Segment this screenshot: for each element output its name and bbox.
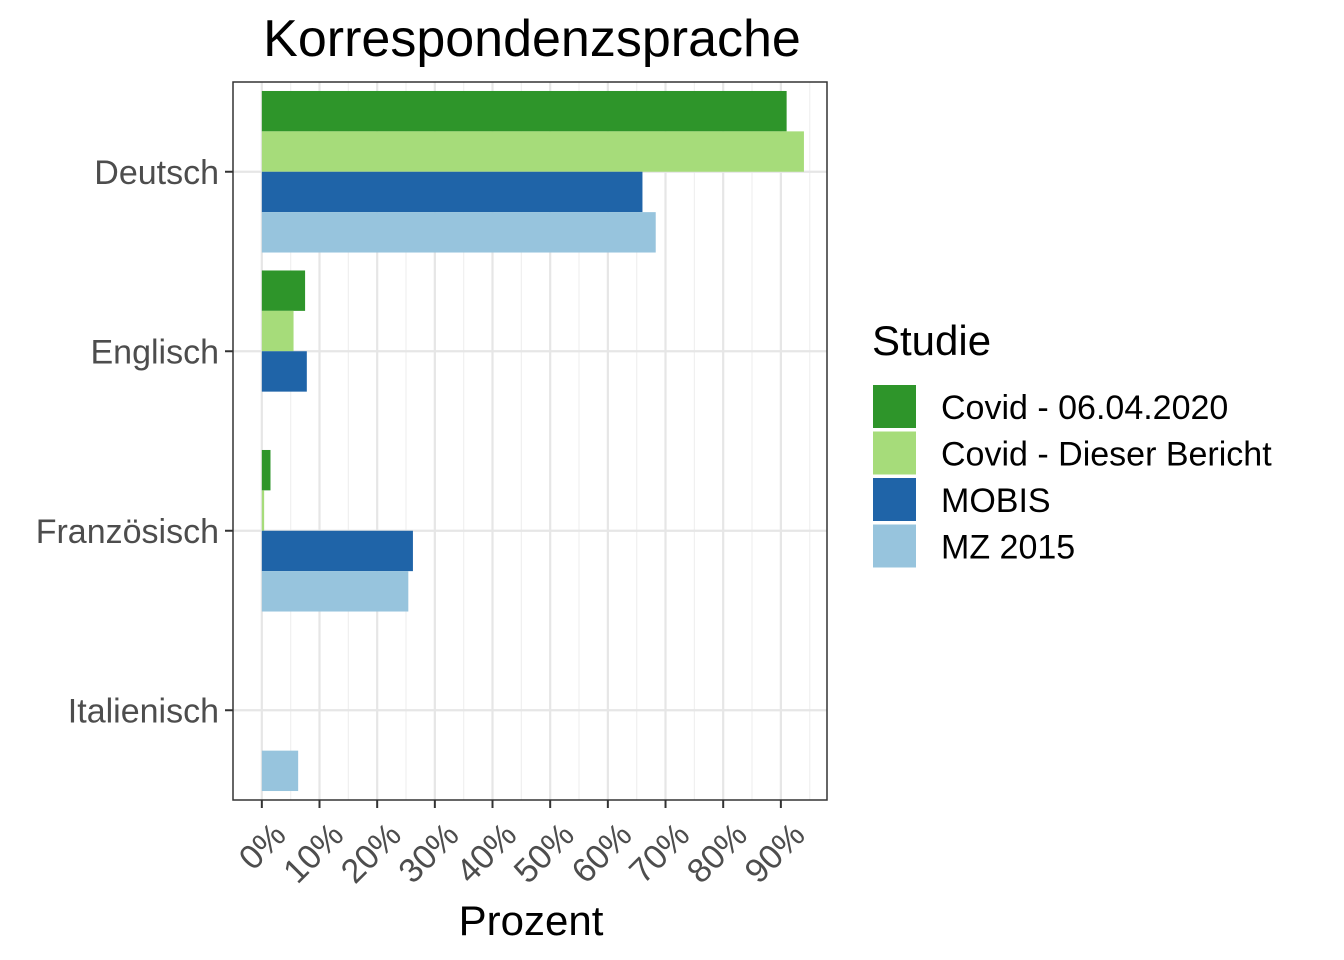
legend-label: MOBIS — [941, 482, 1051, 520]
x-tick-label: 40% — [449, 816, 524, 891]
x-tick-label: 30% — [391, 816, 466, 891]
y-tick-label: Englisch — [90, 333, 219, 371]
x-tick-label: 50% — [507, 816, 582, 891]
bar — [261, 530, 413, 572]
bar — [261, 310, 294, 352]
y-axis: Deutsch Englisch Französisch Italienisch — [36, 154, 233, 730]
x-tick-label: 70% — [622, 816, 697, 891]
bar — [261, 571, 409, 612]
y-tick-label: Französisch — [36, 513, 219, 551]
x-tick-label: 10% — [276, 816, 351, 891]
bar — [261, 212, 656, 253]
legend-label: Covid - 06.04.2020 — [941, 389, 1228, 427]
y-tick-label: Italienisch — [68, 692, 219, 730]
bar — [261, 490, 265, 531]
bar — [261, 351, 307, 392]
legend-label: Covid - Dieser Bericht — [941, 436, 1272, 474]
legend-swatch — [873, 478, 916, 521]
x-tick-label: 90% — [737, 816, 812, 891]
legend: Studie Covid - 06.04.2020 Covid - Dieser … — [872, 317, 1272, 568]
legend-label: MZ 2015 — [941, 529, 1075, 567]
legend-title: Studie — [872, 317, 991, 364]
bar — [261, 90, 787, 132]
bar — [261, 131, 804, 172]
legend-swatch — [873, 524, 916, 568]
x-tick-label: 20% — [334, 816, 409, 891]
x-tick-label: 80% — [680, 816, 755, 891]
chart-title: Korrespondenzsprache — [263, 10, 801, 68]
x-axis: 0%10%20%30%40%50%60%70%80%90% — [232, 800, 812, 891]
plot-border — [232, 81, 828, 801]
bar — [261, 449, 271, 491]
legend-swatch — [873, 431, 916, 475]
x-axis-title: Prozent — [459, 897, 604, 944]
x-tick-label: 60% — [564, 816, 639, 891]
y-tick-label: Deutsch — [94, 154, 219, 192]
bar — [261, 750, 299, 792]
bar — [261, 270, 306, 311]
bars — [261, 90, 804, 792]
legend-swatch — [873, 385, 916, 428]
bar — [261, 171, 643, 213]
